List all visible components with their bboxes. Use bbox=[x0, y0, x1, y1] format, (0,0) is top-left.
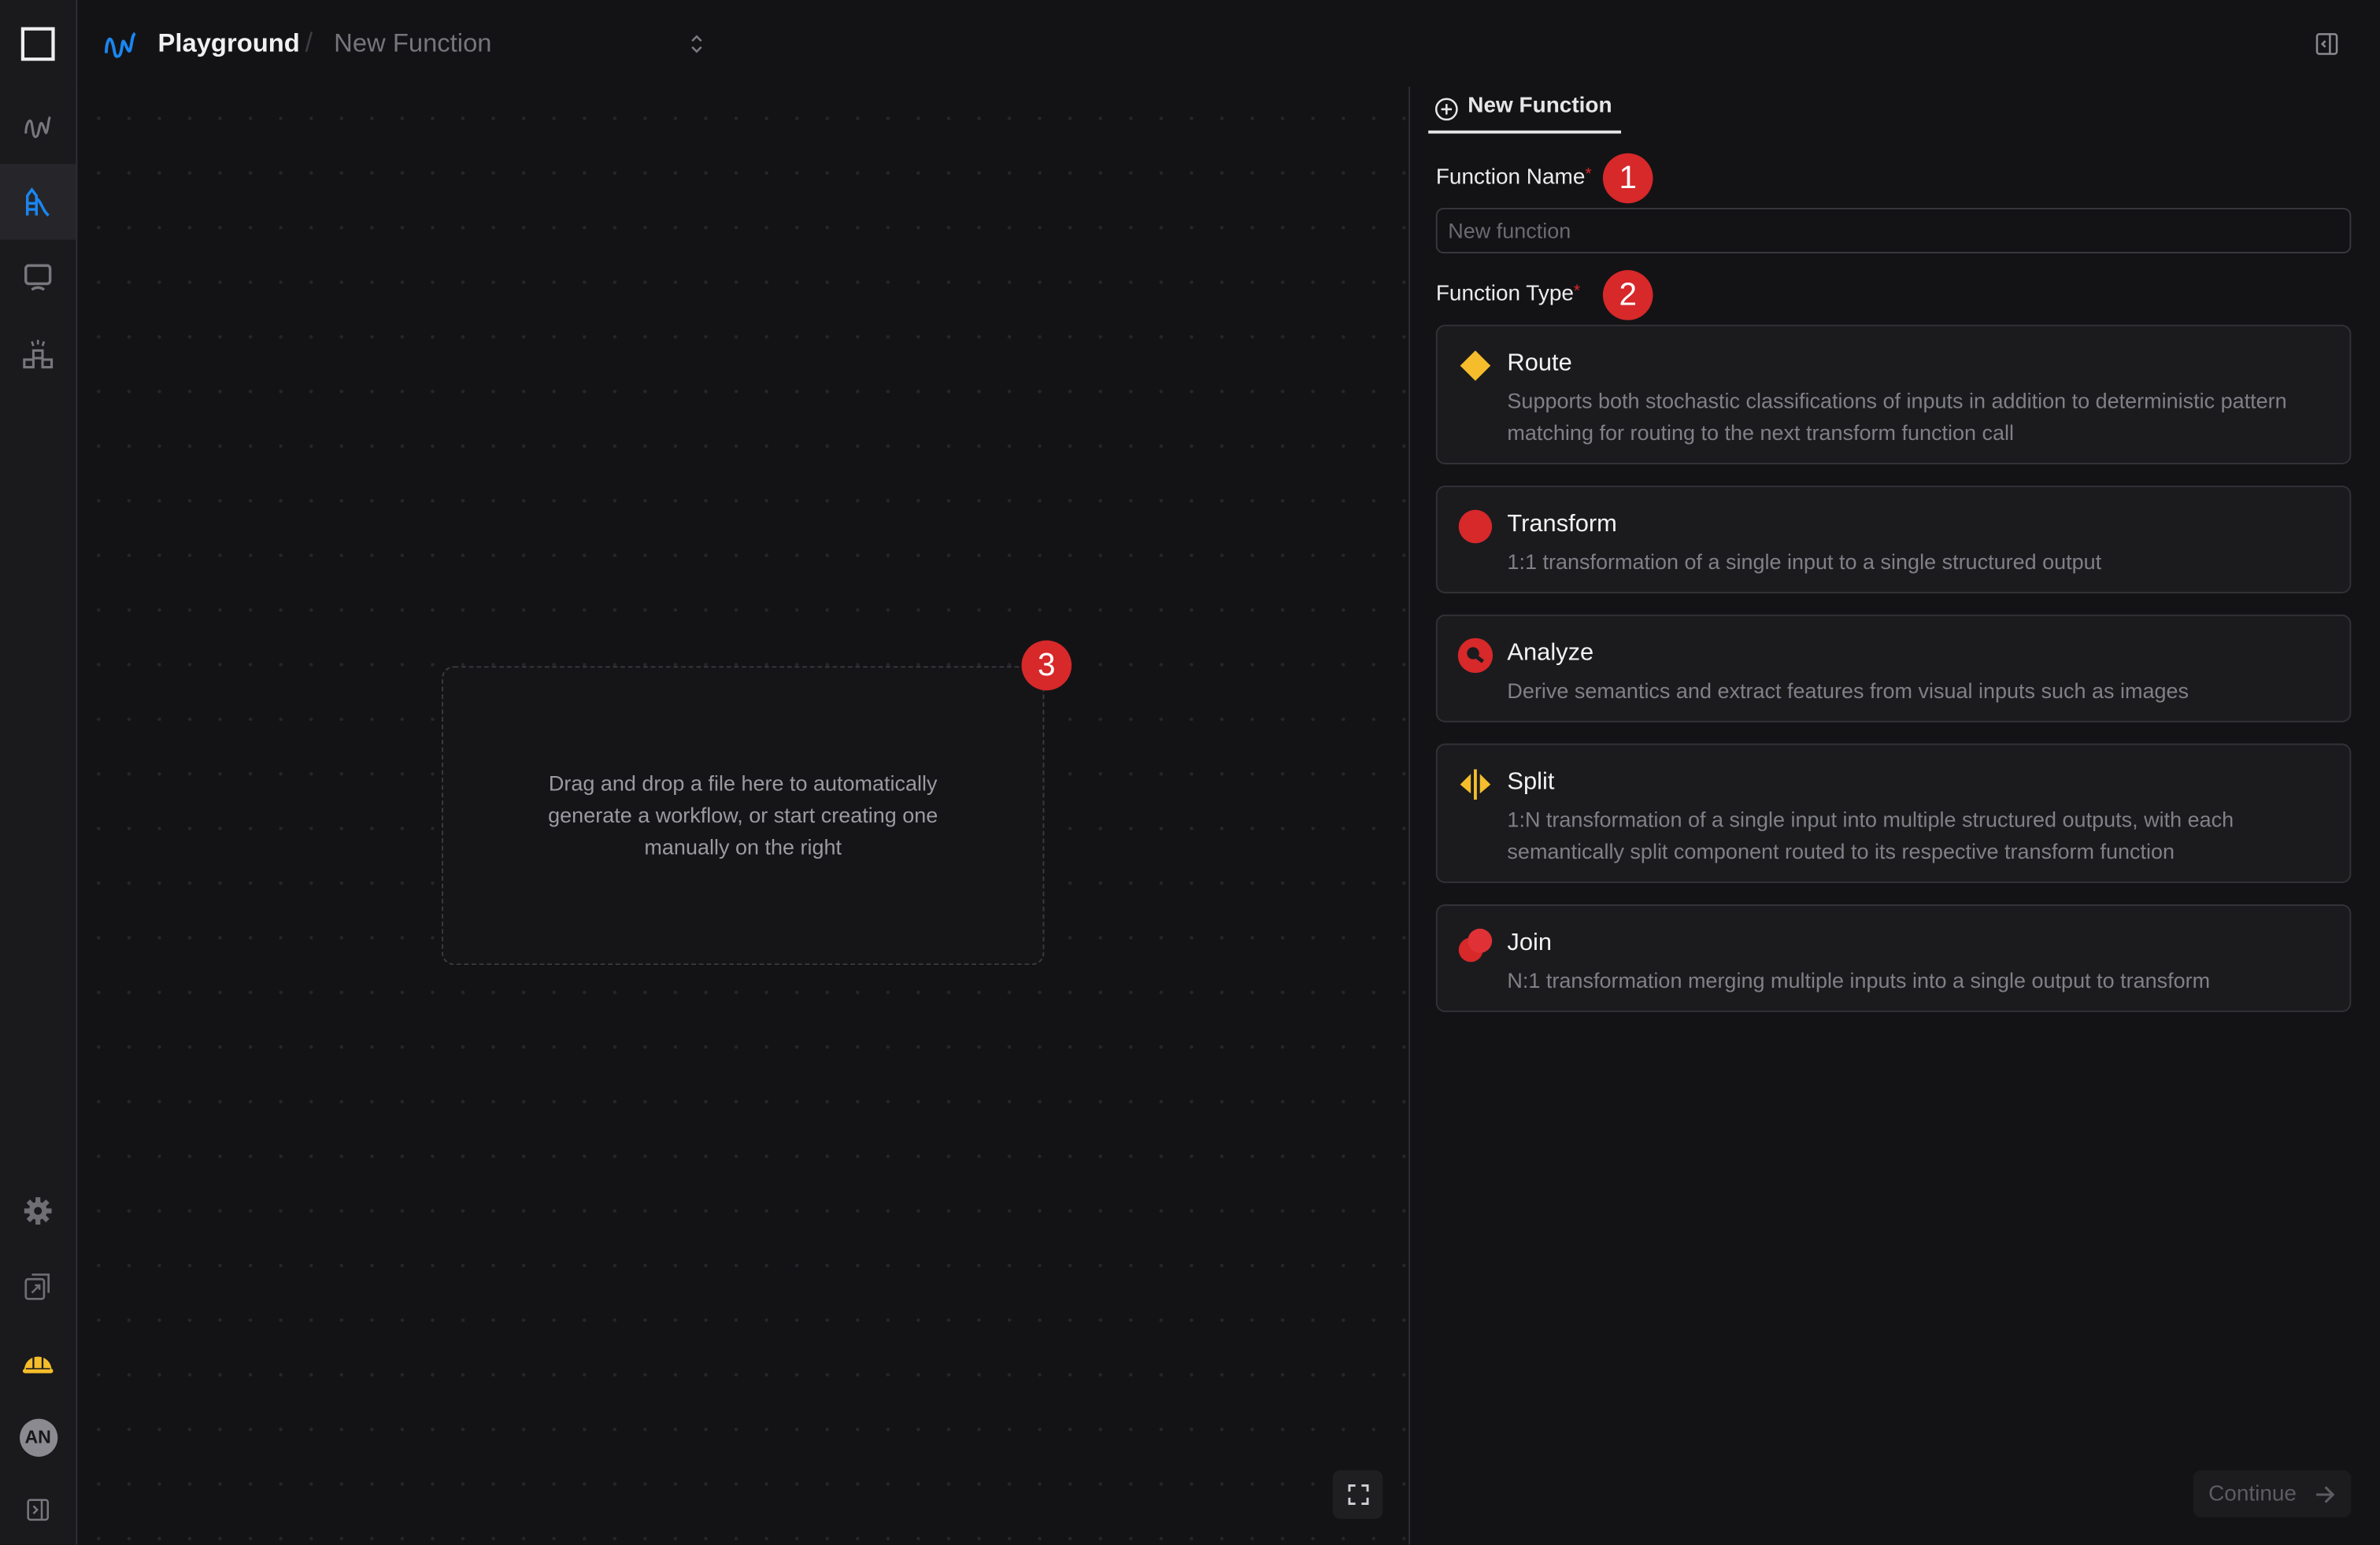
continue-label: Continue bbox=[2208, 1481, 2297, 1506]
type-description: Supports both stochastic classifications… bbox=[1507, 388, 2287, 445]
type-title: Join bbox=[1507, 930, 1553, 956]
magnifier-icon bbox=[1457, 638, 1494, 674]
toggle-panel-icon[interactable] bbox=[2315, 31, 2339, 56]
type-title: Transform bbox=[1507, 511, 1617, 538]
expand-sidebar-button[interactable] bbox=[0, 1472, 76, 1545]
fullscreen-icon bbox=[1347, 1484, 1368, 1506]
step-badge-2: 2 bbox=[1602, 270, 1653, 320]
type-description: 1:1 transformation of a single input to … bbox=[1507, 549, 2102, 574]
external-docs-icon bbox=[24, 1273, 50, 1300]
team-icon bbox=[23, 339, 54, 369]
function-type-label: Function Type* bbox=[1436, 283, 1580, 307]
split-arrows-icon bbox=[1460, 769, 1491, 800]
circle-icon bbox=[1458, 509, 1493, 544]
function-name-label-text: Function Name bbox=[1435, 165, 1586, 190]
required-mark: * bbox=[1585, 165, 1592, 184]
arrow-right-icon bbox=[2316, 1485, 2335, 1502]
sidebar-item-docs[interactable] bbox=[0, 1249, 76, 1325]
diamond-icon bbox=[1460, 350, 1491, 381]
function-type-join[interactable]: Join N:1 transformation merging multiple… bbox=[1435, 904, 2352, 1012]
avatar-button[interactable]: AN bbox=[0, 1399, 76, 1475]
function-type-route[interactable]: Route Supports both stochastic classific… bbox=[1435, 324, 2352, 464]
type-title: Route bbox=[1507, 350, 1572, 377]
dropzone-text: Drag and drop a file here to automatical… bbox=[548, 771, 938, 859]
function-name-label: Function Name* bbox=[1436, 165, 1592, 190]
logo-icon[interactable] bbox=[0, 6, 76, 82]
sidebar-item-monitor[interactable] bbox=[0, 240, 76, 316]
file-dropzone[interactable]: Drag and drop a file here to automatical… bbox=[442, 666, 1045, 966]
tab-new-function[interactable]: New Function bbox=[1428, 94, 1622, 134]
fullscreen-button[interactable] bbox=[1332, 1470, 1383, 1519]
function-type-label-text: Function Type bbox=[1435, 282, 1574, 307]
function-type-analyze[interactable]: Analyze Derive semantics and extract fea… bbox=[1435, 614, 2352, 723]
type-title: Analyze bbox=[1507, 640, 1594, 667]
avatar: AN bbox=[19, 1417, 57, 1456]
breadcrumb-separator: / bbox=[305, 27, 313, 58]
sidebar-item-settings[interactable] bbox=[0, 1173, 76, 1248]
sidebar-item-builder[interactable] bbox=[0, 1325, 76, 1400]
sidebar-item-playground[interactable] bbox=[0, 164, 76, 240]
monitor-icon bbox=[24, 264, 52, 291]
breadcrumb-current: New Function bbox=[334, 28, 492, 58]
type-description: N:1 transformation merging multiple inpu… bbox=[1507, 968, 2211, 992]
panel-divider[interactable] bbox=[1408, 86, 1411, 1545]
required-mark: * bbox=[1573, 282, 1581, 301]
chevron-updown-icon[interactable] bbox=[687, 31, 705, 56]
wave-icon bbox=[24, 116, 51, 139]
continue-button[interactable]: Continue bbox=[2193, 1470, 2352, 1517]
plus-circle-icon bbox=[1434, 98, 1458, 121]
type-title: Split bbox=[1507, 769, 1555, 796]
header bbox=[77, 0, 2380, 87]
slide-icon bbox=[25, 187, 50, 217]
type-description: 1:N transformation of a single input int… bbox=[1507, 807, 2234, 863]
function-name-input[interactable] bbox=[1435, 208, 2352, 253]
type-description: Derive semantics and extract features fr… bbox=[1507, 678, 2189, 703]
tab-label: New Function bbox=[1468, 94, 1612, 119]
sidebar-item-workflows[interactable] bbox=[0, 88, 76, 164]
step-badge-1: 1 bbox=[1602, 153, 1653, 204]
playground-logo-icon bbox=[105, 31, 136, 58]
sidebar: AN bbox=[0, 0, 78, 1545]
step-badge-3: 3 bbox=[1021, 640, 1072, 691]
overlapping-circles-icon bbox=[1458, 928, 1493, 963]
function-type-split[interactable]: Split 1:N transformation of a single inp… bbox=[1435, 743, 2352, 884]
gear-icon bbox=[24, 1197, 52, 1225]
sidebar-item-team[interactable] bbox=[0, 316, 76, 391]
sidebar-expand-icon bbox=[27, 1499, 49, 1521]
hard-hat-icon bbox=[22, 1356, 54, 1373]
function-type-transform[interactable]: Transform 1:1 transformation of a single… bbox=[1435, 485, 2352, 593]
breadcrumb-app-title[interactable]: Playground bbox=[157, 28, 300, 58]
